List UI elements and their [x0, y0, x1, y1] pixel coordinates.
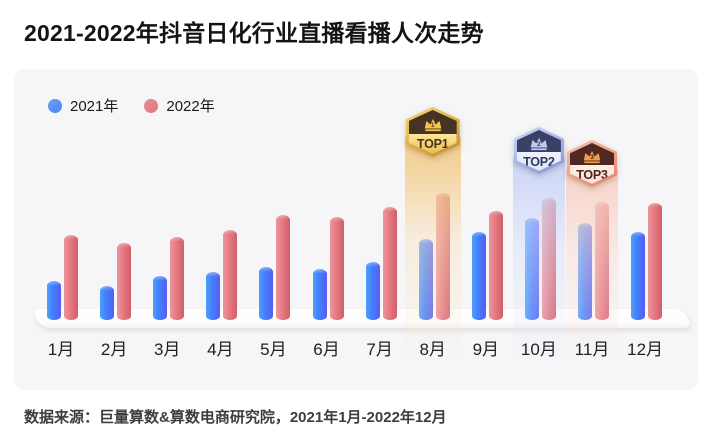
bar-2022-7月	[382, 206, 397, 320]
chart-card: 2021年 2022年 1 TOP1 2 TOP2 3 TOP3 1月 2月 3月 4月 5月 6月 7…	[14, 69, 698, 390]
badge-label: TOP3	[576, 167, 608, 182]
bar-2021-2月	[100, 285, 115, 320]
legend-dot-2022	[144, 98, 159, 113]
axis-label-9月: 9月	[472, 340, 500, 359]
bar-2022-6月	[329, 217, 344, 320]
axis-label-7月: 7月	[366, 340, 393, 359]
highlight-band-top2	[512, 152, 565, 372]
bar-2021-9月	[471, 232, 486, 320]
highlight-band-top1	[404, 132, 461, 372]
bar-2022-2月	[117, 242, 132, 320]
badge-label: TOP2	[523, 154, 555, 169]
crown-icon: 1	[422, 117, 443, 137]
axis-label-5月: 5月	[260, 340, 287, 359]
highlight-band-top3	[566, 165, 618, 372]
crown-icon: 3	[582, 149, 603, 169]
bar-2021-4月	[206, 271, 221, 320]
legend-dot-2021	[48, 98, 62, 113]
axis-label-12月: 12月	[627, 340, 664, 359]
rank-number: 1	[430, 121, 435, 129]
rank-badge-top3: 3 TOP3	[567, 140, 617, 187]
rank-badge-top1: 1 TOP1	[405, 107, 460, 157]
axis-label-6月: 6月	[313, 340, 340, 359]
axis-label-2月: 2月	[100, 340, 128, 359]
legend-item-2022: 2022年	[144, 95, 215, 116]
legend-label-2021: 2021年	[70, 98, 119, 115]
bar-2022-3月	[170, 237, 185, 320]
rank-number: 2	[537, 141, 541, 149]
bar-2022-12月	[648, 203, 663, 320]
chart-area: 1 TOP1 2 TOP2 3 TOP3 1月 2月 3月 4月 5月 6月 7月 8月 9月 10月 11月 1…	[14, 69, 698, 390]
bar-2022-1月	[64, 234, 78, 320]
legend-item-2021: 2021年	[48, 95, 118, 116]
bar-2022-4月	[223, 229, 238, 320]
axis-label-8月: 8月	[419, 340, 446, 359]
rank-badge-top2: 2 TOP2	[513, 127, 564, 174]
axis-label-10月: 10月	[520, 340, 557, 359]
badge-label: TOP1	[416, 136, 449, 151]
bar-2022-5月	[276, 214, 291, 320]
data-source-note: 数据来源：巨量算数&算数电商研究院，2021年1月-2022年12月	[24, 409, 447, 426]
bar-2022-9月	[488, 210, 503, 320]
crown-icon: 2	[528, 136, 549, 156]
axis-label-1月: 1月	[47, 340, 75, 359]
axis-label-4月: 4月	[207, 340, 234, 359]
legend-label-2022: 2022年	[166, 98, 215, 115]
axis-label-3月: 3月	[153, 340, 181, 359]
rank-number: 3	[590, 154, 594, 162]
bar-2021-7月	[365, 261, 380, 320]
bar-2021-3月	[153, 275, 168, 320]
bar-2021-6月	[312, 269, 327, 320]
page-title: 2021-2022年抖音日化行业直播看播人次走势	[24, 20, 484, 46]
bar-2021-12月	[631, 232, 646, 320]
bar-2021-5月	[259, 266, 274, 320]
axis-label-11月: 11月	[574, 340, 610, 359]
legend: 2021年 2022年	[48, 95, 215, 116]
bar-2021-1月	[47, 280, 61, 320]
